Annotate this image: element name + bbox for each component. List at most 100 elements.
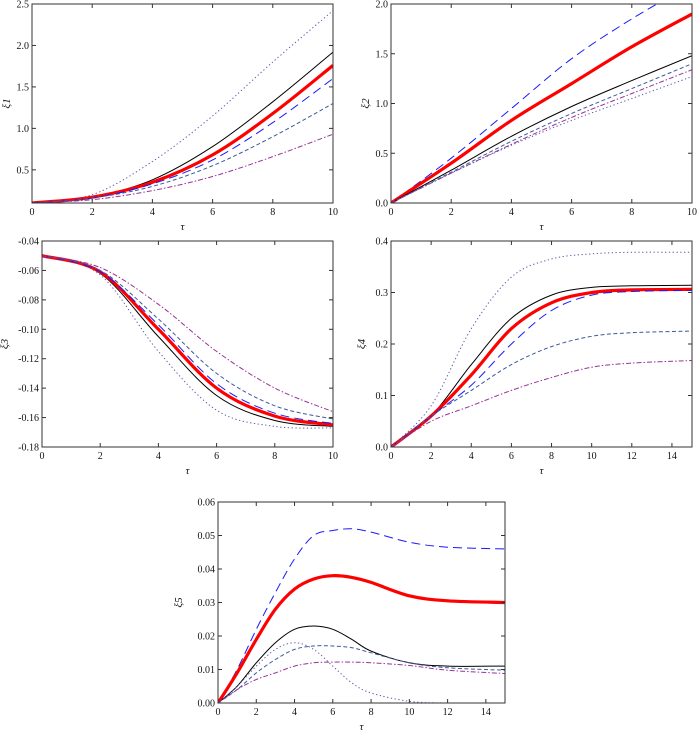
y-tick-label: 1.0 [17, 124, 30, 135]
y-tick-label: 0.1 [376, 391, 389, 402]
y-tick-label: -0.04 [18, 237, 39, 248]
x-tick-label: 2 [449, 207, 454, 218]
y-axis-label: ξ2 [360, 98, 372, 109]
x-tick-label: 4 [150, 207, 155, 218]
y-axis-label: ξ1 [1, 98, 13, 108]
x-tick-label: 12 [443, 707, 453, 718]
x-tick-label: 10 [328, 451, 338, 462]
y-tick-label: -0.18 [18, 443, 39, 454]
y-tick-label: -0.06 [18, 266, 39, 277]
y-tick-label: 0.01 [198, 665, 216, 676]
y-tick-label: 1.5 [17, 82, 30, 93]
x-tick-label: 8 [369, 707, 374, 718]
series-line-dashed [391, 330, 692, 447]
panel-5: 0 2 4 6 8 10 12 14 0.00 0.01 0.02 0.03 0.04 0.05 0.06 τ… [173, 498, 506, 733]
x-axis-label: τ [540, 465, 545, 477]
x-tick-label: 4 [469, 451, 474, 462]
series-line-dotted [42, 255, 333, 429]
y-tick-label: 0.5 [17, 165, 30, 176]
x-tick-label: 8 [549, 451, 554, 462]
x-tick-label: 0 [216, 707, 221, 718]
x-tick-label: 4 [509, 207, 514, 218]
y-tick-label: -0.12 [18, 354, 39, 365]
x-tick-label: 14 [481, 707, 491, 718]
y-tick-label: 1.5 [376, 49, 389, 60]
x-tick-label: 6 [330, 707, 335, 718]
series-line-dotdash [32, 133, 333, 203]
y-tick-label: 0.03 [198, 598, 216, 609]
series-line-dotted [391, 76, 692, 203]
y-tick-label: 0.5 [376, 149, 389, 160]
series-line-solid [42, 255, 333, 427]
x-tick-label: 6 [509, 451, 514, 462]
y-tick-label: 0.02 [198, 632, 216, 643]
series-line-thick [218, 574, 505, 703]
x-axis-label: τ [181, 221, 186, 233]
plot-frame [31, 3, 334, 204]
y-axis-label: ξ4 [356, 338, 368, 349]
y-tick-label: -0.08 [18, 295, 39, 306]
y-tick-label: 2.5 [17, 0, 30, 11]
x-tick-label: 8 [270, 207, 275, 218]
series-line-dotdash [42, 255, 333, 413]
x-tick-label: 0 [389, 451, 394, 462]
series-line-solid [391, 284, 692, 447]
x-tick-label: 0 [30, 207, 35, 218]
series-line-longdash [218, 528, 505, 703]
series-line-thick [32, 64, 333, 203]
series-line-longdash [391, 289, 692, 447]
panel-1: 0 2 4 6 8 10 0.5 1.0 1.5 2.0 2.5 τ ξ1 [1, 0, 338, 233]
y-tick-label: -0.16 [18, 413, 39, 424]
x-tick-label: 2 [98, 451, 103, 462]
y-tick-label: 0.0 [376, 443, 389, 454]
series-line-solid [391, 55, 692, 203]
x-tick-label: 2 [254, 707, 259, 718]
y-tick-label: 0.3 [376, 288, 389, 299]
plot-frame [390, 240, 693, 448]
y-tick-label: 0.05 [198, 531, 216, 542]
series-line-solid [218, 625, 505, 703]
x-tick-label: 12 [627, 451, 637, 462]
x-axis-label: τ [186, 465, 191, 477]
plot-frame [41, 240, 334, 448]
x-tick-label: 10 [404, 707, 414, 718]
series-line-longdash [391, 4, 658, 203]
x-tick-label: 0 [389, 207, 394, 218]
series-line-dotted [32, 10, 333, 203]
series-line-longdash [42, 255, 333, 424]
x-tick-label: 10 [328, 207, 338, 218]
y-tick-label: -0.10 [18, 325, 39, 336]
x-tick-label: 2 [90, 207, 95, 218]
y-tick-label: 1.0 [376, 99, 389, 110]
series-line-dotted [391, 251, 692, 447]
x-tick-label: 8 [272, 451, 277, 462]
x-tick-label: 10 [687, 207, 697, 218]
y-tick-label: 0.0 [376, 199, 389, 210]
panel-2: 0 2 4 6 8 10 0.0 0.5 1.0 1.5 2.0 τ ξ2 [360, 0, 697, 233]
y-tick-label: 0.06 [198, 498, 216, 509]
y-tick-label: 0.00 [198, 699, 216, 710]
x-tick-label: 4 [292, 707, 297, 718]
series-line-thick [391, 287, 692, 447]
panel-3: 0 2 4 6 8 10 -0.18 -0.16 -0.14 -0.12 -0.10 -0.08 -0.… [0, 237, 338, 478]
y-tick-label: 2.0 [17, 41, 30, 52]
x-tick-label: 2 [429, 451, 434, 462]
series-line-thick [42, 254, 333, 427]
x-tick-label: 0 [40, 451, 45, 462]
panel-4: 0 2 4 6 8 10 12 14 0.0 0.1 0.2 0.3 0.4 τ ξ4 [356, 237, 693, 477]
x-tick-label: 4 [156, 451, 161, 462]
y-tick-label: 0.04 [198, 565, 216, 576]
y-tick-label: 2.0 [376, 0, 389, 11]
x-tick-label: 10 [587, 451, 597, 462]
y-axis-label: ξ5 [173, 597, 185, 608]
y-tick-label: -0.14 [18, 384, 39, 395]
x-tick-label: 6 [569, 207, 574, 218]
series-line-dotdash [391, 69, 692, 203]
y-axis-label: ξ3 [0, 338, 11, 349]
series-line-dashed [218, 645, 505, 703]
x-tick-label: 6 [210, 207, 215, 218]
series-line-dotdash [391, 360, 692, 447]
y-tick-label: 0.2 [376, 340, 389, 351]
series-line-dashed [42, 255, 333, 420]
